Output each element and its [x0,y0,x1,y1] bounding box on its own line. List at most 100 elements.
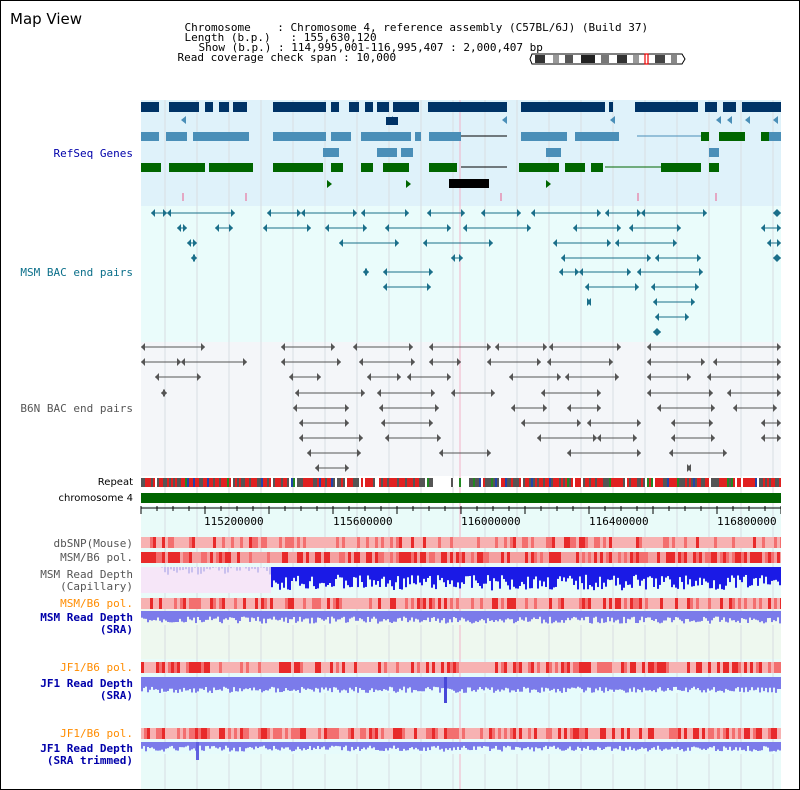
depth-bar [737,742,739,751]
msm-bac-track-label[interactable]: MSM BAC end pairs [20,266,133,279]
depth-bar [279,611,281,620]
msm-depth-capillary-label[interactable]: MSM Read Depth [40,568,133,581]
repeat-mark [351,478,353,487]
bac-end-right [363,224,367,232]
depth-bar [571,677,573,688]
pol-strip-cell [312,728,315,739]
repeat-track-label[interactable]: Repeat [97,477,133,488]
depth-bar [725,611,727,622]
pol-strip-cell [222,662,225,673]
chromosome-track-label[interactable]: chromosome 4 [58,493,133,504]
jf1-depth-sra-label[interactable]: JF1 Read Depth [40,677,133,690]
pol-strip-cell [321,552,324,563]
jf1-b6-pol-label-1[interactable]: JF1/B6 pol. [60,661,133,674]
pol-strip-cell [729,598,732,609]
pol-strip-cell [699,552,702,563]
depth-bar [217,677,219,690]
depth-bar [221,677,223,691]
repeat-mark [225,478,227,487]
depth-bar [705,567,707,582]
pol-strip-cell [702,537,705,548]
depth-bar [641,567,643,581]
pol-strip-cell [708,537,711,548]
msm-b6-pol-label-2[interactable]: MSM/B6 pol. [60,597,133,610]
pol-strip-cell [219,728,222,739]
jf1-depth-sra-sub: (SRA) [99,689,133,702]
pol-strip-cell [228,552,231,563]
gene-exon [233,102,247,112]
depth-bar [197,611,199,617]
depth-bar [293,677,295,690]
depth-bar [179,677,181,690]
pol-strip-cell [180,728,183,739]
depth-bar [453,567,455,587]
repeat-mark [649,478,651,487]
dbsnp-track-label[interactable]: dbSNP(Mouse) [53,537,133,550]
pol-strip-cell [243,552,246,563]
bac-end-right [353,209,357,217]
pol-strip-cell [360,728,363,739]
pol-strip-cell [432,552,435,563]
gene-exon [209,163,253,172]
pol-strip-cell [324,552,327,563]
pol-strip-cell [207,598,210,609]
pol-strip-cell [387,552,390,563]
jf1-b6-pol-label-2[interactable]: JF1/B6 pol. [60,727,133,740]
repeat-mark [393,478,395,487]
depth-bar [693,611,695,621]
depth-bar [687,742,689,748]
depth-bar [759,677,761,693]
depth-bar [529,611,531,622]
pol-strip-cell [447,598,450,609]
pol-strip-cell [384,537,387,548]
depth-bar [285,567,287,578]
depth-bar [631,677,633,692]
pol-strip-cell [276,552,279,563]
pol-strip-cell [522,598,525,609]
repeat-mark [577,478,579,487]
depth-bar [751,742,753,752]
depth-bar [763,567,765,584]
pol-strip-cell [663,598,666,609]
jf1-depth-trim-label[interactable]: JF1 Read Depth [40,742,133,755]
repeat-mark [747,478,749,487]
refseq-track-label[interactable]: RefSeq Genes [53,147,133,160]
repeat-mark [593,478,595,487]
depth-bar [203,567,205,572]
pol-strip-cell [756,537,759,548]
depth-bar [467,677,469,688]
depth-bar [727,567,729,578]
depth-bar [747,677,749,692]
bac-end-right [437,434,441,442]
depth-bar [655,611,657,620]
bac-end-right [491,389,495,397]
depth-bar [733,677,735,692]
depth-bar [741,677,743,688]
pol-strip-cell [195,552,198,563]
b6n-bac-track-label[interactable]: B6N BAC end pairs [20,402,133,415]
depth-bar [569,677,571,689]
pol-strip-cell [504,728,507,739]
pol-strip-cell [735,537,738,548]
repeat-mark [239,478,241,487]
depth-bar [589,742,591,751]
depth-bar [193,742,195,749]
depth-bar [587,611,589,617]
msm-depth-sra-label[interactable]: MSM Read Depth [40,611,133,624]
depth-bar [377,677,379,691]
pol-strip-cell [759,598,762,609]
chromosome-ideogram[interactable] [529,53,689,65]
depth-bar [409,567,411,585]
repeat-mark [201,478,203,487]
repeat-mark [341,478,343,487]
pol-strip-cell [162,598,165,609]
pol-strip-cell [222,728,225,739]
pol-strip-cell [453,537,456,548]
depth-bar [451,742,453,751]
repeat-mark [167,478,169,487]
depth-bar [599,677,601,688]
repeat-mark [401,478,403,487]
msm-b6-pol-label-1[interactable]: MSM/B6 pol. [60,551,133,564]
